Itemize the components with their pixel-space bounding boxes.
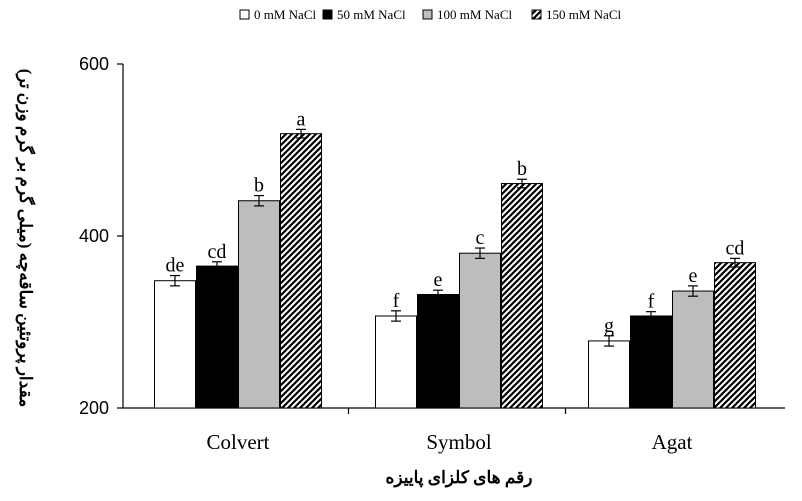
legend-swatch: [239, 9, 250, 20]
bar: [630, 315, 672, 409]
data-label: de: [166, 255, 185, 277]
legend-entry: 0 mM NaCl: [254, 7, 317, 22]
bar: [714, 262, 756, 409]
y-tick-label: 200: [79, 398, 109, 418]
y-tick-label: 400: [79, 226, 109, 246]
data-label: b: [254, 175, 264, 197]
data-label: f: [393, 290, 400, 312]
x-tick-label: Symbol: [426, 430, 492, 454]
data-label: g: [604, 315, 614, 337]
y-axis-title: مقدار پروتئین ساقه‌چه (میلی گرم بر گرم و…: [15, 69, 36, 408]
data-label: e: [434, 269, 443, 291]
bar: [459, 252, 501, 409]
legend-entry: 50 mM NaCl: [337, 7, 406, 22]
bar: [196, 265, 238, 409]
data-label: cd: [726, 237, 745, 259]
bar: [672, 290, 714, 409]
bars: [154, 128, 756, 409]
data-label: f: [648, 291, 655, 313]
significance-labels: de cd b a f e c b g f e cd: [166, 108, 745, 336]
legend-swatch: [422, 9, 433, 20]
x-tick-label: Agat: [652, 430, 693, 454]
bar: [280, 133, 322, 409]
data-label: a: [297, 108, 306, 130]
data-label: c: [476, 227, 485, 249]
bar: [154, 280, 196, 409]
data-label: e: [689, 265, 698, 287]
x-tick-label: Colvert: [207, 430, 270, 454]
legend-swatch: [531, 9, 542, 20]
legend-entry: 150 mM NaCl: [546, 7, 622, 22]
legend: 0 mM NaCl 50 mM NaCl 100 mM NaCl 150 mM NaC…: [239, 7, 622, 22]
data-label: cd: [208, 241, 227, 263]
data-label: b: [517, 158, 527, 180]
bar: [588, 340, 630, 409]
x-axis-title: رقم های کلزای پاییزه: [385, 468, 532, 488]
bar: [417, 293, 459, 409]
legend-entry: 100 mM NaCl: [437, 7, 513, 22]
bar: [238, 200, 280, 409]
bar: [501, 183, 543, 409]
legend-swatch: [322, 9, 333, 20]
y-tick-label: 600: [79, 54, 109, 74]
bar: [375, 315, 417, 409]
